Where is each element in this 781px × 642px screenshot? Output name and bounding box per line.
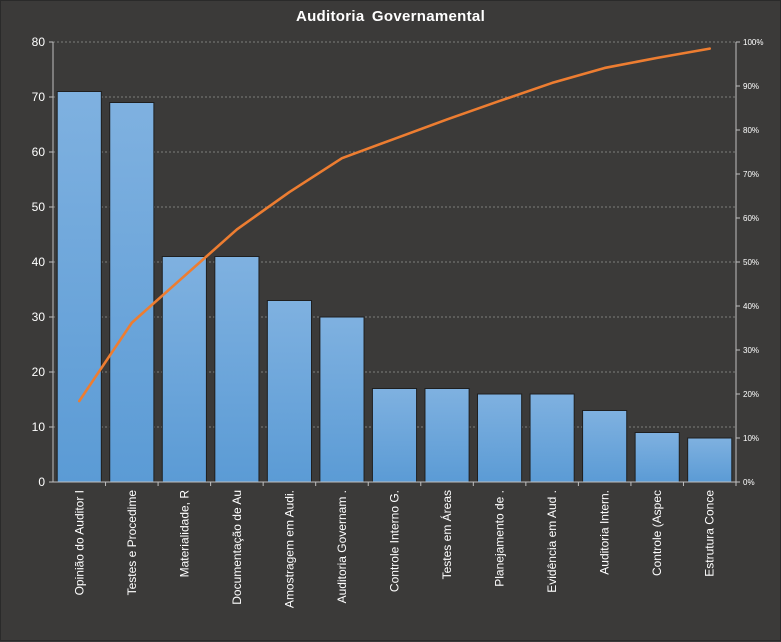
y2-tick-label: 10% <box>743 434 759 443</box>
x-tick-label: Controle (Aspec <box>650 490 664 576</box>
cumulative-percent-line <box>77 47 712 403</box>
bar <box>109 102 155 483</box>
y-tick-label: 10 <box>32 420 46 434</box>
y2-tick-label: 60% <box>743 214 759 223</box>
bar <box>266 300 312 483</box>
y2-tick-label: 40% <box>743 302 759 311</box>
y2-tick-label: 50% <box>743 258 759 267</box>
y2-tick-label: 100% <box>743 38 763 47</box>
x-tick-label: Documentação de Au <box>230 490 244 605</box>
y2-tick-label: 70% <box>743 170 759 179</box>
labels: 0 10 20 30 40 50 60 70 80 0% 10% 20% 30% 40% 50% 60% 70%… <box>32 35 764 608</box>
bar <box>371 388 418 483</box>
bar <box>477 393 523 483</box>
chart-title: Auditoria Governamental <box>295 8 486 25</box>
y2-tick-label: 0% <box>743 478 755 487</box>
y-tick-label: 60 <box>32 145 46 159</box>
x-tick-label: Auditoria Intern. <box>598 490 612 575</box>
bars <box>56 91 733 483</box>
x-tick-label: Estrutura Conce <box>703 490 717 577</box>
x-tick-label: Testes em Áreas <box>439 490 454 579</box>
y-tick-label: 40 <box>32 255 46 269</box>
bar <box>56 91 102 483</box>
bar <box>214 256 260 483</box>
bar <box>529 393 575 483</box>
x-tick-label: Amostragem em Audi. <box>282 490 296 608</box>
y2-tick-label: 80% <box>743 126 759 135</box>
x-tick-label: Planejamento de . <box>493 490 507 587</box>
y-tick-label: 0 <box>38 475 45 489</box>
cumulative-line <box>77 47 712 403</box>
x-tick-label: Evidência em Aud . <box>545 490 559 593</box>
x-tick-label: Materialidade, R <box>177 490 191 578</box>
y-tick-label: 20 <box>32 365 46 379</box>
x-tick-label: Opinião do Auditor I <box>72 490 86 595</box>
axes <box>49 41 740 486</box>
y2-tick-label: 20% <box>743 390 759 399</box>
x-tick-label: Auditoria Governam . <box>335 490 349 603</box>
y-tick-label: 80 <box>32 35 46 49</box>
bar <box>319 316 365 483</box>
x-tick-label: Controle Interno G. <box>388 490 402 592</box>
y-tick-label: 50 <box>32 200 46 214</box>
y-tick-label: 30 <box>32 310 46 324</box>
bar <box>687 437 733 483</box>
grid-lines <box>53 41 736 428</box>
y2-tick-label: 90% <box>743 82 759 91</box>
y2-tick-label: 30% <box>743 346 759 355</box>
bar <box>582 410 628 483</box>
x-tick-label: Testes e Procedime <box>125 490 139 596</box>
bar <box>634 432 680 483</box>
y-tick-label: 70 <box>32 90 46 104</box>
bar <box>424 388 470 483</box>
